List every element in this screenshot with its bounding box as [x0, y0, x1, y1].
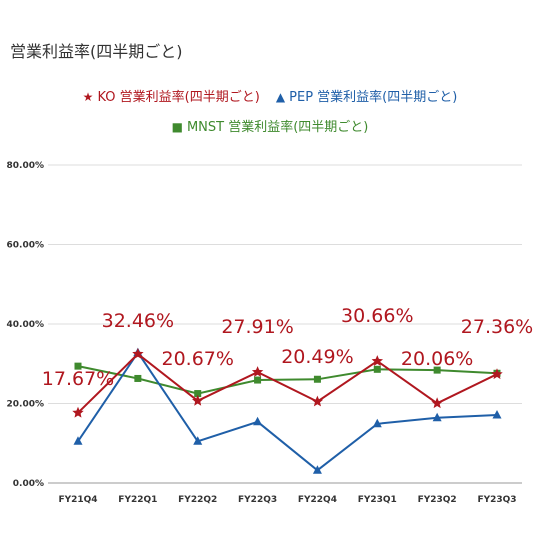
legend-item-ko: ★ KO 営業利益率(四半期ごと)	[83, 86, 260, 105]
x-tick-label: FY22Q4	[298, 495, 337, 505]
data-point	[491, 368, 503, 380]
data-label: 27.91%	[221, 316, 293, 338]
data-point	[194, 390, 202, 398]
data-point	[251, 366, 264, 377]
y-tick-label: 80.00%	[7, 161, 45, 171]
x-tick-label: FY21Q4	[58, 495, 97, 505]
data-point	[193, 436, 203, 445]
data-label: 27.36%	[461, 316, 533, 338]
legend-row-2: ■ MNST 営業利益率(四半期ごと)	[0, 116, 540, 135]
data-point	[431, 397, 443, 409]
data-point	[74, 362, 82, 370]
data-point	[311, 395, 324, 407]
x-tick-label: FY22Q3	[238, 495, 277, 505]
x-tick-label: FY23Q1	[358, 495, 397, 505]
series-line	[77, 352, 498, 414]
legend-item-mnst: ■ MNST 営業利益率(四半期ごと)	[172, 116, 369, 135]
series-line	[77, 365, 498, 395]
y-tick-label: 60.00%	[7, 241, 45, 251]
data-label: 20.67%	[161, 348, 233, 370]
data-label: 17.67%	[42, 368, 114, 390]
triangle-marker-icon: ▲	[275, 90, 286, 104]
legend-item-pep: ▲ PEP 営業利益率(四半期ごと)	[276, 86, 457, 105]
legend-row-1: ★ KO 営業利益率(四半期ごと) ▲ PEP 営業利益率(四半期ごと)	[0, 86, 540, 105]
data-point	[492, 410, 502, 419]
legend-label-mnst: MNST 営業利益率(四半期ごと)	[186, 120, 369, 135]
data-label: 20.06%	[401, 348, 473, 370]
y-tick-label: 40.00%	[7, 320, 45, 330]
data-point	[312, 465, 322, 474]
legend-label-ko: KO 営業利益率(四半期ごと)	[97, 90, 260, 105]
data-point	[433, 366, 441, 374]
data-point	[73, 436, 83, 445]
data-point	[132, 348, 144, 359]
x-tick-label: FY23Q3	[477, 495, 516, 505]
data-point	[432, 412, 442, 422]
data-point	[72, 406, 84, 418]
data-label: 30.66%	[341, 305, 413, 327]
data-label: 20.49%	[281, 346, 353, 368]
data-point	[371, 355, 383, 366]
data-point	[253, 416, 263, 426]
x-tick-label: FY23Q2	[418, 495, 457, 505]
data-label: 32.46%	[102, 310, 174, 332]
data-point	[134, 374, 142, 382]
y-tick-label: 0.00%	[13, 479, 44, 489]
data-point	[313, 375, 321, 383]
x-tick-label: FY22Q2	[178, 495, 217, 505]
star-marker-icon: ★	[82, 90, 94, 104]
y-tick-label: 20.00%	[7, 400, 45, 410]
legend-label-pep: PEP 営業利益率(四半期ごと)	[289, 90, 458, 105]
chart-title: 営業利益率(四半期ごと)	[10, 42, 183, 61]
data-point	[372, 418, 382, 428]
data-point	[254, 376, 262, 384]
series-line	[77, 350, 498, 472]
square-marker-icon: ■	[171, 120, 183, 134]
data-point	[192, 394, 204, 406]
x-tick-label: FY22Q1	[118, 495, 157, 505]
data-point	[373, 365, 381, 373]
